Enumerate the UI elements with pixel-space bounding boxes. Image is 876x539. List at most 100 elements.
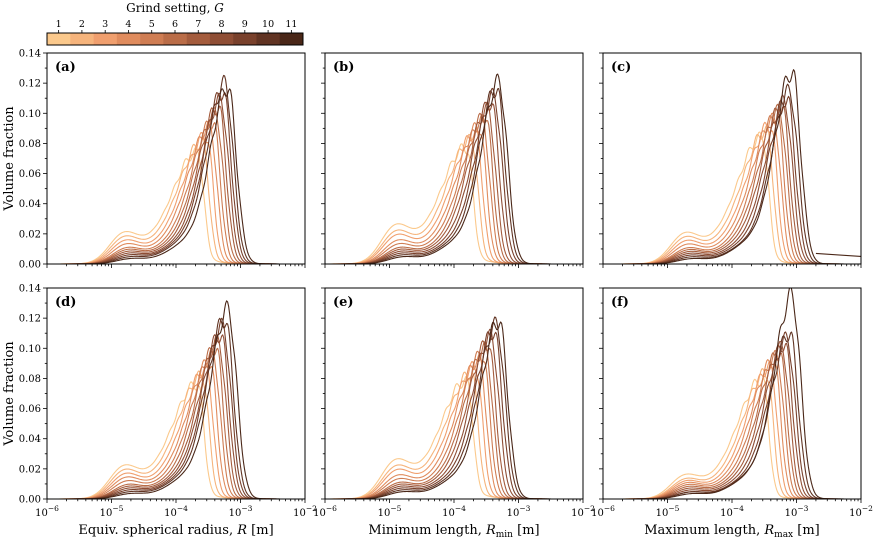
colorbar-swatch-6	[163, 33, 187, 45]
series-group	[47, 74, 305, 264]
plot-frame	[324, 287, 584, 500]
x-axis-label-var: R	[236, 523, 247, 538]
x-tick-label: 10−3	[507, 504, 531, 519]
x-tick-base: 10	[229, 508, 242, 519]
series-line-g4	[47, 359, 305, 499]
colorbar-tick-label-7: 7	[195, 19, 201, 30]
x-axis-label: Equiv. spherical radius, R [m]	[78, 523, 273, 538]
colorbar-tick-label-9: 9	[242, 19, 248, 30]
series-line-g3	[603, 121, 861, 264]
series-line-g7	[47, 105, 305, 264]
series-line-g4	[325, 353, 583, 499]
series-line-g3	[47, 132, 305, 264]
x-axis-label-sub: min	[496, 530, 513, 539]
x-tick-exp: −3	[797, 504, 808, 513]
x-tick-exp: −6	[48, 504, 59, 513]
series-line-g7	[603, 340, 861, 499]
series-group	[47, 300, 305, 499]
x-axis-label-text: Minimum length,	[368, 523, 486, 538]
series-line-g9	[603, 95, 861, 264]
colorbar-swatch-1	[47, 33, 71, 45]
series-line-g5	[325, 113, 583, 264]
x-tick-exp: −6	[604, 504, 615, 513]
x-tick-label: 10−2	[571, 504, 595, 519]
x-tick-base: 10	[571, 508, 584, 519]
plot-frame	[324, 52, 584, 265]
colorbar-swatch-4	[116, 33, 141, 45]
y-tick-label: 0.04	[19, 199, 41, 210]
colorbar-tick-label-8: 8	[219, 19, 225, 30]
colorbar-tick-label-10: 10	[262, 19, 274, 30]
y-tick-label: 0.08	[19, 139, 41, 150]
x-tick-base: 10	[785, 508, 798, 519]
series-line-g1	[325, 143, 583, 264]
x-tick-base: 10	[293, 508, 306, 519]
panel-a: 0.00 0.02 0.04 0.06 0.08 0.10 0.12 0.14 (a) Volum…	[2, 49, 306, 271]
panel-label: (d)	[55, 295, 76, 310]
y-tick-label: 0.14	[19, 284, 41, 295]
series-line-g3	[47, 362, 305, 499]
series-tail-line	[815, 252, 861, 258]
y-tick-label: 0.02	[19, 464, 41, 475]
series-line-g1	[47, 381, 305, 499]
x-tick-exp: −2	[862, 504, 873, 513]
x-tick-exp: −3	[241, 504, 252, 513]
x-tick-exp: −5	[668, 504, 679, 513]
series-line-g11	[47, 88, 305, 264]
colorbar-swatch-3	[93, 33, 118, 45]
x-tick-label: 10−4	[442, 504, 466, 519]
x-tick-label: 10−4	[720, 504, 744, 519]
x-axis-label: Minimum length, Rmin [m]	[368, 523, 539, 539]
x-tick-base: 10	[591, 508, 604, 519]
y-tick-label: 0.12	[19, 314, 41, 325]
panel-label: (a)	[55, 60, 76, 75]
y-tick-label: 0.00	[19, 260, 41, 271]
series-line-g11	[603, 288, 861, 499]
y-tick-label: 0.12	[19, 79, 41, 90]
x-tick-base: 10	[100, 508, 113, 519]
x-tick-label: 10−2	[849, 504, 873, 519]
y-tick-label: 0.04	[19, 434, 41, 445]
x-tick-exp: −4	[733, 504, 744, 513]
plot-frame	[602, 287, 862, 500]
x-tick-exp: −4	[177, 504, 188, 513]
series-group	[325, 316, 583, 499]
panel-c: (c)	[599, 52, 862, 268]
x-tick-exp: −5	[112, 504, 123, 513]
y-tick-label: 0.10	[19, 109, 41, 120]
colorbar-swatch-9	[233, 33, 257, 45]
panel-d: 10−6 10−5 10−4 10−3 10−20.000.020.040.060.08…	[2, 284, 317, 539]
panel-label: (f)	[611, 295, 629, 310]
x-tick-label: 10−4	[164, 504, 188, 519]
colorbar-tick-label-3: 3	[102, 19, 108, 30]
x-tick-exp: −4	[455, 504, 466, 513]
series-line-g6	[47, 106, 305, 264]
series-line-g2	[325, 133, 583, 264]
x-tick-base: 10	[507, 508, 520, 519]
x-axis-label: Maximum length, Rmax [m]	[644, 523, 820, 539]
colorbar-tick-label-5: 5	[149, 19, 155, 30]
x-axis-label-var: R	[763, 523, 774, 538]
series-line-g4	[325, 122, 583, 264]
x-tick-label: 10−5	[378, 504, 402, 519]
series-line-g1	[325, 375, 583, 499]
colorbar-title: Grind setting, G	[126, 1, 224, 15]
series-group	[325, 73, 583, 264]
x-axis-label-text: Equiv. spherical radius,	[78, 523, 237, 538]
panel-label: (c)	[611, 60, 631, 75]
series-line-g7	[603, 105, 861, 264]
colorbar-tick-label-6: 6	[172, 19, 178, 30]
x-axis-label-unit: [m]	[513, 523, 540, 538]
x-tick-base: 10	[849, 508, 862, 519]
series-line-g2	[603, 124, 861, 264]
panel-e: 10−6 10−5 10−4 10−3 10−2(e)Minimum length, R…	[313, 287, 595, 539]
x-axis-label-unit: [m]	[247, 523, 274, 538]
colorbar-tick-label-1: 1	[56, 19, 62, 30]
x-tick-base: 10	[442, 508, 455, 519]
x-tick-base: 10	[720, 508, 733, 519]
series-line-g9	[47, 91, 305, 264]
series-line-g10	[325, 316, 583, 499]
colorbar-swatch-5	[140, 33, 164, 45]
x-tick-label: 10−3	[785, 504, 809, 519]
